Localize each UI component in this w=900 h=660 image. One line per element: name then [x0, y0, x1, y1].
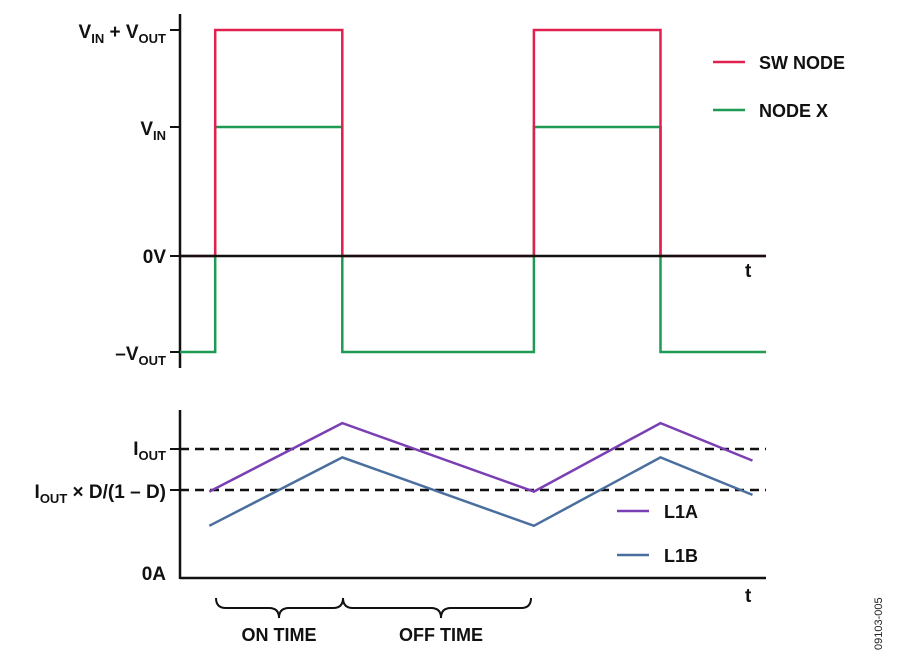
legend-node-x-label: NODE X — [759, 101, 828, 121]
off-time-label: OFF TIME — [399, 625, 483, 645]
label-iout-d: IOUT × D/(1 – D) — [35, 482, 166, 506]
on-time-brace — [215, 597, 344, 619]
figure-id: 09103-005 — [873, 597, 885, 650]
legend-l1a-label: L1A — [664, 502, 698, 522]
label-vin-plus-vout: VIN + VOUT — [79, 22, 167, 46]
series-node-x — [180, 125, 766, 354]
off-time-brace — [342, 597, 532, 619]
bottom-panel: IOUT IOUT × D/(1 – D) 0A t L1A L1B ON TI… — [35, 410, 766, 645]
label-zero-v: 0V — [143, 247, 167, 268]
series-l1b — [208, 456, 753, 528]
on-time-label: ON TIME — [242, 625, 317, 645]
legend-l1b-label: L1B — [664, 546, 698, 566]
bottom-t-label: t — [745, 586, 752, 607]
top-t-label: t — [745, 261, 752, 282]
label-zero-a: 0A — [142, 564, 167, 585]
series-sw-node — [180, 28, 766, 258]
label-vin: VIN — [140, 119, 166, 143]
legend-sw-node-label: SW NODE — [759, 53, 845, 73]
label-neg-vout: –VOUT — [115, 344, 166, 368]
series-l1a — [208, 421, 753, 493]
label-iout: IOUT — [133, 439, 166, 463]
top-panel: VIN + VOUT VIN 0V –VOUT t SW NODE NODE X — [79, 14, 845, 368]
